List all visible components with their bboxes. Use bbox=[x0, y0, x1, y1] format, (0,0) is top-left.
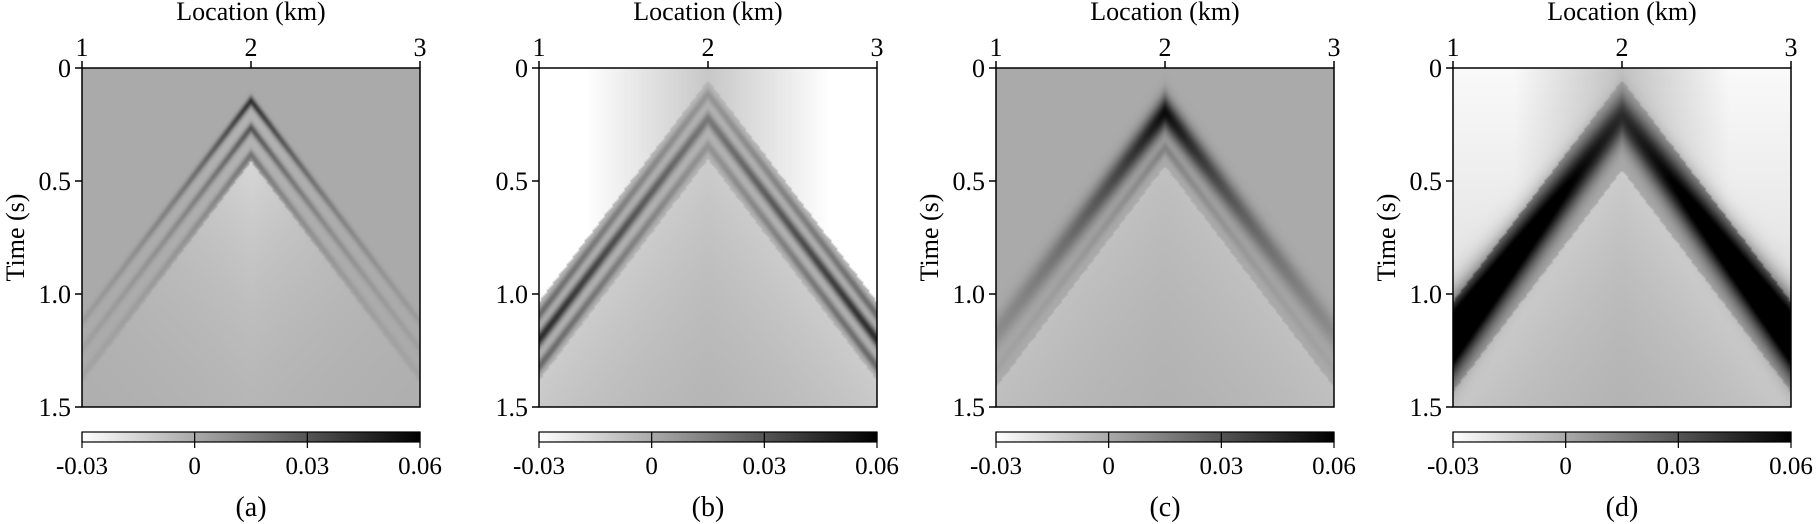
colorbar-tick-label: 0.06 bbox=[398, 453, 442, 480]
x-tick-label: 1 bbox=[1447, 33, 1460, 62]
y-axis-label: Time (s) bbox=[1372, 194, 1401, 282]
colorbar-tick-label: 0.06 bbox=[1769, 453, 1813, 480]
colorbar-tick-label: -0.03 bbox=[56, 453, 108, 480]
x-tick-label: 3 bbox=[1328, 33, 1341, 62]
y-tick-label: 1.5 bbox=[39, 393, 72, 422]
y-tick-label: 1.0 bbox=[1410, 280, 1443, 309]
y-tick-label: 0 bbox=[515, 54, 528, 83]
y-tick-label: 0.5 bbox=[496, 167, 529, 196]
x-tick-label: 3 bbox=[414, 33, 427, 62]
panel-b: Location (km) 1 2 3 0 0.5 1.0 1.5 -0.03 0 0.03 0.06… bbox=[496, 0, 899, 523]
y-tick-label: 0 bbox=[1429, 54, 1442, 83]
panel-c: Location (km) 1 2 3 0 0.5 1.0 1.5 Time (s) -0.03 0… bbox=[915, 0, 1356, 523]
y-tick-label: 0 bbox=[58, 54, 71, 83]
x-tick-label: 2 bbox=[1159, 33, 1172, 62]
colorbar-tick-label: 0.06 bbox=[1312, 453, 1356, 480]
panel-caption: (b) bbox=[692, 492, 725, 523]
colorbar-gradient bbox=[996, 432, 1334, 442]
panel-caption: (c) bbox=[1149, 492, 1180, 523]
heatmap-image bbox=[82, 68, 420, 407]
x-axis-label: Location (km) bbox=[1547, 0, 1696, 26]
colorbar-tick-label: 0 bbox=[1102, 453, 1115, 480]
y-tick-label: 1.0 bbox=[953, 280, 986, 309]
colorbar-tick-label: -0.03 bbox=[1427, 453, 1479, 480]
y-tick-label: 1.5 bbox=[1410, 393, 1443, 422]
colorbar-gradient bbox=[82, 432, 420, 442]
colorbar-tick-label: 0.03 bbox=[1199, 453, 1243, 480]
colorbar-tick-label: -0.03 bbox=[513, 453, 565, 480]
y-tick-label: 0 bbox=[972, 54, 985, 83]
panel-caption: (d) bbox=[1606, 492, 1639, 523]
y-tick-label: 0.5 bbox=[39, 167, 72, 196]
y-tick-label: 1.0 bbox=[496, 280, 529, 309]
y-tick-label: 1.5 bbox=[953, 393, 986, 422]
x-tick-label: 3 bbox=[871, 33, 884, 62]
x-tick-label: 2 bbox=[1616, 33, 1629, 62]
x-tick-label: 3 bbox=[1785, 33, 1798, 62]
colorbar-gradient bbox=[1453, 432, 1791, 442]
colorbar-tick-label: -0.03 bbox=[970, 453, 1022, 480]
colorbar-tick-label: 0.03 bbox=[285, 453, 329, 480]
colorbar-tick-label: 0.03 bbox=[742, 453, 786, 480]
heatmap-image bbox=[996, 68, 1334, 407]
colorbar-tick-label: 0 bbox=[1559, 453, 1572, 480]
x-tick-label: 1 bbox=[76, 33, 89, 62]
colorbar-tick-label: 0.03 bbox=[1656, 453, 1700, 480]
x-axis-label: Location (km) bbox=[633, 0, 782, 26]
colorbar-tick-label: 0 bbox=[645, 453, 658, 480]
y-tick-label: 1.5 bbox=[496, 393, 529, 422]
x-tick-label: 2 bbox=[702, 33, 715, 62]
x-tick-label: 1 bbox=[533, 33, 546, 62]
x-tick-label: 2 bbox=[245, 33, 258, 62]
y-tick-label: 0.5 bbox=[1410, 167, 1443, 196]
y-axis-label: Time (s) bbox=[915, 194, 944, 282]
y-tick-label: 0.5 bbox=[953, 167, 986, 196]
x-axis-label: Location (km) bbox=[176, 0, 325, 26]
panel-a: Location (km) 1 2 3 0 0.5 1.0 1.5 Time (s) -0.03 0… bbox=[1, 0, 442, 523]
panel-caption: (a) bbox=[235, 492, 266, 523]
heatmap-image bbox=[539, 68, 877, 407]
y-axis-label: Time (s) bbox=[1, 194, 30, 282]
x-axis-label: Location (km) bbox=[1090, 0, 1239, 26]
y-tick-label: 1.0 bbox=[39, 280, 72, 309]
x-tick-label: 1 bbox=[990, 33, 1003, 62]
panel-d: Location (km) 1 2 3 0 0.5 1.0 1.5 Time (s) -0.03 0… bbox=[1372, 0, 1813, 523]
colorbar-gradient bbox=[539, 432, 877, 442]
colorbar-tick-label: 0.06 bbox=[855, 453, 899, 480]
colorbar-tick-label: 0 bbox=[188, 453, 201, 480]
heatmap-image bbox=[1453, 68, 1791, 407]
